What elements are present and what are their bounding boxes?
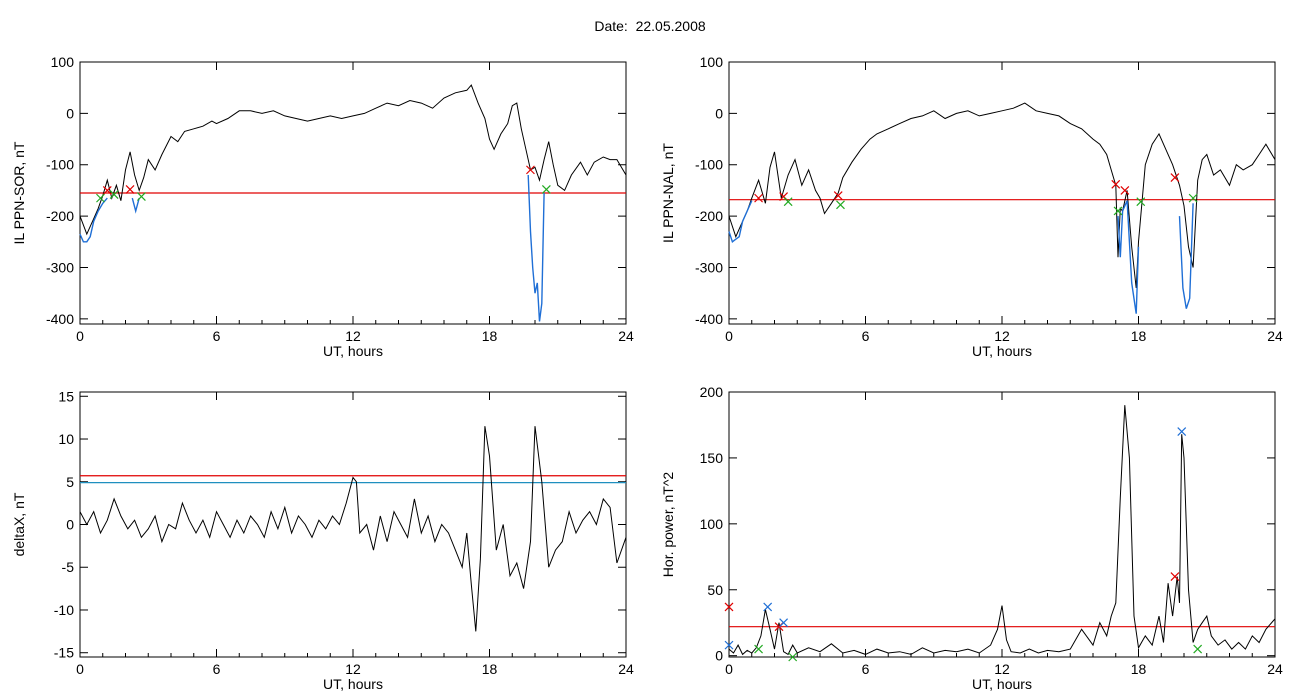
series-line bbox=[79, 426, 627, 632]
x-axis-label: UT, hours bbox=[972, 676, 1032, 692]
page-title: Date: 22.05.2008 bbox=[594, 18, 706, 34]
y-tick-label: -300 bbox=[46, 259, 74, 275]
x-tick-label: 6 bbox=[862, 661, 870, 677]
y-tick-label: -10 bbox=[54, 602, 74, 618]
x-tick-label: 0 bbox=[76, 661, 84, 677]
series-line bbox=[728, 102, 1276, 289]
highlight-segment bbox=[131, 197, 140, 214]
y-tick-label: -200 bbox=[695, 208, 723, 224]
y-tick-label: 50 bbox=[707, 582, 723, 598]
x-tick-label: 12 bbox=[345, 328, 361, 344]
x-marker bbox=[102, 186, 112, 195]
y-tick-label: 100 bbox=[700, 516, 724, 532]
x-marker bbox=[137, 192, 146, 202]
y-tick-label: 5 bbox=[66, 474, 74, 490]
y-tick-label: 15 bbox=[58, 388, 74, 404]
x-marker bbox=[833, 191, 843, 200]
x-marker bbox=[1177, 427, 1187, 436]
plot-frame bbox=[728, 61, 1276, 325]
x-marker bbox=[788, 652, 798, 662]
x-marker bbox=[836, 200, 845, 210]
x-tick-label: 18 bbox=[1131, 328, 1147, 344]
chart-il-ppn-nal: 0 6 12 18 24 -400 -300 -200 -100 0 100 UT, hours IL … bbox=[660, 54, 1283, 359]
y-tick-label: 150 bbox=[700, 450, 724, 466]
x-marker bbox=[541, 184, 551, 194]
y-tick-label: -5 bbox=[62, 559, 75, 575]
y-tick-label: -100 bbox=[46, 157, 74, 173]
y-tick-label: 0 bbox=[715, 105, 723, 121]
y-tick-label: -400 bbox=[46, 311, 74, 327]
x-marker bbox=[1193, 644, 1203, 654]
x-tick-label: 24 bbox=[618, 328, 634, 344]
x-marker bbox=[1120, 186, 1130, 195]
y-tick-label: -300 bbox=[695, 259, 723, 275]
x-tick-label: 6 bbox=[213, 661, 221, 677]
x-marker bbox=[724, 640, 734, 650]
x-marker bbox=[1170, 572, 1180, 582]
y-tick-label: -400 bbox=[695, 311, 723, 327]
x-marker bbox=[125, 184, 135, 194]
x-tick-label: 0 bbox=[76, 328, 84, 344]
x-marker bbox=[1170, 173, 1180, 183]
x-marker bbox=[763, 602, 773, 612]
y-tick-label: -100 bbox=[695, 157, 723, 173]
x-marker bbox=[1136, 197, 1146, 207]
y-tick-label: -200 bbox=[46, 208, 74, 224]
x-tick-label: 12 bbox=[994, 661, 1010, 677]
x-tick-label: 12 bbox=[994, 328, 1010, 344]
x-axis-label: UT, hours bbox=[323, 343, 383, 359]
y-axis-label: IL PPN-NAL, nT bbox=[660, 143, 676, 243]
highlight-segment bbox=[527, 174, 545, 322]
x-marker bbox=[754, 644, 763, 654]
series-line bbox=[79, 84, 627, 236]
x-tick-label: 24 bbox=[618, 661, 634, 677]
highlight-segment bbox=[728, 200, 753, 243]
x-tick-label: 24 bbox=[1267, 328, 1283, 344]
plot-frame bbox=[728, 391, 1276, 658]
y-tick-label: 0 bbox=[66, 517, 74, 533]
chart-deltax: 0 6 12 18 24 -15 -10 -5 0 5 10 15 UT, hours deltaX, n… bbox=[11, 388, 634, 692]
x-marker bbox=[96, 193, 105, 203]
highlight-segment bbox=[1178, 203, 1194, 309]
highlight-segment bbox=[79, 197, 108, 243]
x-tick-label: 12 bbox=[345, 661, 361, 677]
chart-hor-power: 0 6 12 18 24 0 50 100 150 200 UT, hours Hor. power,… bbox=[660, 384, 1283, 692]
plot-frame bbox=[79, 391, 627, 658]
x-marker bbox=[1113, 206, 1123, 216]
x-axis-label: UT, hours bbox=[972, 343, 1032, 359]
y-tick-label: 100 bbox=[700, 54, 724, 70]
y-tick-label: 0 bbox=[715, 648, 723, 664]
x-marker bbox=[1188, 193, 1198, 203]
series-line bbox=[728, 405, 1276, 656]
highlight-segment bbox=[1117, 200, 1140, 314]
x-tick-label: 18 bbox=[482, 661, 498, 677]
x-marker bbox=[1111, 179, 1121, 189]
y-tick-label: 200 bbox=[700, 384, 724, 400]
x-marker bbox=[109, 190, 119, 199]
y-tick-label: 100 bbox=[51, 54, 75, 70]
x-tick-label: 18 bbox=[482, 328, 498, 344]
y-tick-label: 10 bbox=[58, 431, 74, 447]
x-tick-label: 24 bbox=[1267, 661, 1283, 677]
x-marker bbox=[754, 193, 763, 203]
y-axis-label: Hor. power, nT^2 bbox=[660, 472, 676, 578]
y-axis-label: IL PPN-SOR, nT bbox=[11, 141, 27, 244]
x-marker bbox=[779, 618, 789, 628]
x-tick-label: 18 bbox=[1131, 661, 1147, 677]
y-tick-label: -15 bbox=[54, 645, 74, 661]
x-marker bbox=[526, 165, 535, 175]
y-tick-label: 0 bbox=[66, 105, 74, 121]
x-marker bbox=[724, 602, 734, 612]
chart-il-ppn-sor: 0 6 12 18 24 -400 -300 -200 -100 0 100 UT, hours IL … bbox=[11, 54, 634, 359]
x-tick-label: 6 bbox=[862, 328, 870, 344]
x-marker bbox=[783, 197, 793, 207]
x-tick-label: 6 bbox=[213, 328, 221, 344]
y-axis-label: deltaX, nT bbox=[11, 492, 27, 556]
x-tick-label: 0 bbox=[725, 661, 733, 677]
x-axis-label: UT, hours bbox=[323, 676, 383, 692]
x-tick-label: 0 bbox=[725, 328, 733, 344]
